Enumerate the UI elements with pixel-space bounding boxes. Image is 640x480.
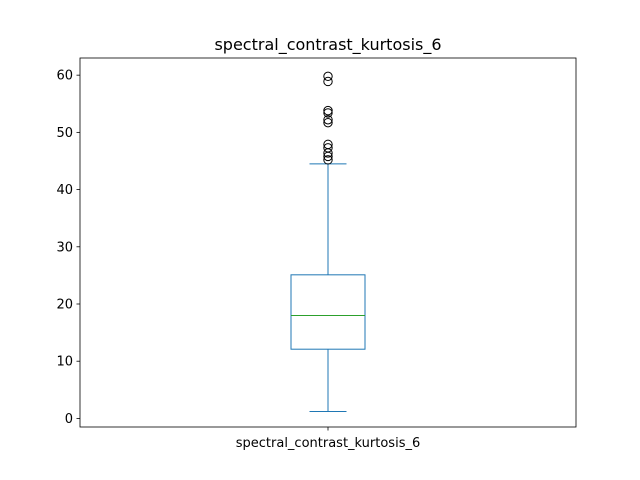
outlier-point <box>323 155 333 165</box>
x-tick-label: spectral_contrast_kurtosis_6 <box>236 436 421 451</box>
iqr-box <box>290 274 366 350</box>
outlier-point <box>323 117 333 128</box>
outlier-point <box>323 76 333 87</box>
y-tick-label: 50 <box>56 126 73 141</box>
outlier-point <box>323 105 333 116</box>
y-tick-label: 30 <box>56 240 73 255</box>
chart-title: spectral_contrast_kurtosis_6 <box>214 35 441 55</box>
outlier-point <box>323 108 333 118</box>
y-tick-label: 60 <box>56 69 73 84</box>
axes-frame <box>79 57 577 428</box>
outlier-point <box>323 115 333 125</box>
outlier-point <box>323 71 333 82</box>
y-tick-label: 20 <box>56 298 73 313</box>
outlier-point <box>323 139 333 150</box>
y-tick-label: 40 <box>56 183 73 198</box>
outlier-point <box>323 143 333 153</box>
y-tick-label: 0 <box>65 412 73 427</box>
y-tick-label: 10 <box>56 355 73 370</box>
plot-area: 0 10 20 30 40 50 60 spectral_contrast_kurtosis_… <box>56 57 577 451</box>
